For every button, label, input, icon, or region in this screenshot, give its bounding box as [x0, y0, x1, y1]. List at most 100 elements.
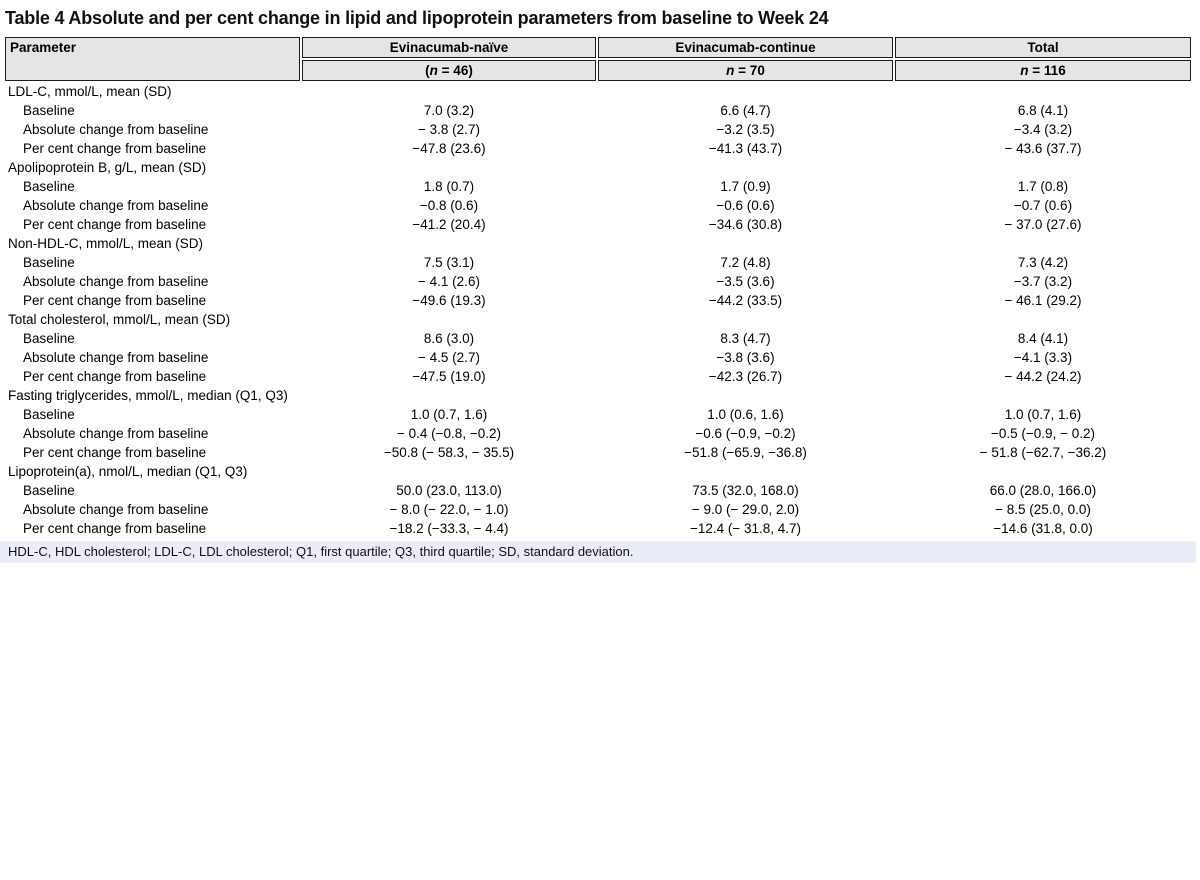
value-cell: −0.5 (−0.9, − 0.2) [991, 426, 1095, 441]
value-cell: −0.6 (0.6) [716, 198, 775, 213]
value-cell: 6.6 (4.7) [720, 103, 771, 118]
n-value: = 116 [1028, 63, 1066, 78]
empty-cell [302, 311, 596, 328]
table-row: Baseline 7.0 (3.2) 6.6 (4.7) 6.8 (4.1) [5, 102, 1191, 119]
value-cell: 7.5 (3.1) [423, 255, 475, 270]
table-row: Baseline 7.5 (3.1) 7.2 (4.8) 7.3 (4.2) [5, 254, 1191, 271]
value-cell: −41.2 (20.4) [412, 217, 486, 232]
n-prefix: ( [425, 63, 430, 78]
value-cell: − 37.0 (27.6) [1004, 217, 1082, 232]
row-label: Absolute change from baseline [23, 350, 209, 365]
empty-cell [895, 311, 1191, 328]
value-cell: 8.3 (4.7) [720, 331, 771, 346]
value-cell: 1.8 (0.7) [423, 179, 475, 194]
value-cell: −3.2 (3.5) [716, 122, 775, 137]
table-row: Baseline 1.0 (0.7, 1.6) 1.0 (0.6, 1.6) 1.0 … [5, 406, 1191, 423]
value-cell: 8.6 (3.0) [423, 331, 475, 346]
table-body: LDL-C, mmol/L, mean (SD) Baseline 7.0 (3.2… [5, 83, 1191, 537]
value-cell: − 3.8 (2.7) [418, 122, 480, 137]
value-cell: −12.4 (− 31.8, 4.7) [689, 521, 802, 536]
row-label: Absolute change from baseline [23, 198, 209, 213]
empty-cell [598, 311, 893, 328]
empty-cell [302, 235, 596, 252]
row-label: Per cent change from baseline [23, 141, 207, 156]
row-label: Absolute change from baseline [23, 502, 209, 517]
value-cell: − 4.5 (2.7) [418, 350, 480, 365]
value-cell: −14.6 (31.8, 0.0) [993, 521, 1093, 536]
header-n-row: (n = 46) n = 70 n = 116 [5, 60, 1191, 81]
row-label: Absolute change from baseline [23, 274, 209, 289]
value-cell: −0.8 (0.6) [419, 198, 479, 213]
value-cell: − 4.1 (2.6) [418, 274, 480, 289]
abbreviations-footnote: HDL-C, HDL cholesterol; LDL-C, LDL chole… [0, 541, 1196, 563]
col-header-evinacumab-naive: Evinacumab-naïve [302, 37, 596, 58]
col-subheader-continue-n: n = 70 [598, 60, 893, 81]
empty-cell [598, 387, 893, 404]
value-cell: −34.6 (30.8) [708, 217, 783, 232]
row-label: Baseline [23, 255, 75, 270]
table-row: Absolute change from baseline − 0.4 (−0.8… [5, 425, 1191, 442]
row-label: Absolute change from baseline [23, 426, 209, 441]
value-cell: −4.1 (3.3) [1013, 350, 1073, 365]
value-cell: − 8.0 (− 22.0, − 1.0) [389, 502, 509, 517]
value-cell: 73.5 (32.0, 168.0) [692, 483, 799, 498]
table-row: Baseline 50.0 (23.0, 113.0) 73.5 (32.0, 16… [5, 482, 1191, 499]
section-header-row: LDL-C, mmol/L, mean (SD) [5, 83, 1191, 100]
empty-cell [895, 83, 1191, 100]
empty-cell [895, 463, 1191, 480]
empty-cell [302, 83, 596, 100]
n-symbol: n [429, 63, 438, 78]
value-cell: 1.0 (0.7, 1.6) [1004, 407, 1082, 422]
section-label: LDL-C, mmol/L, mean (SD) [8, 84, 172, 99]
row-label: Baseline [23, 179, 75, 194]
row-label: Per cent change from baseline [23, 445, 207, 460]
table-row: Absolute change from baseline − 8.0 (− 22… [5, 501, 1191, 518]
section-header-row: Fasting triglycerides, mmol/L, median (Q… [5, 387, 1191, 404]
row-label: Per cent change from baseline [23, 369, 207, 384]
table-row: Per cent change from baseline −18.2 (−33.… [5, 520, 1191, 537]
table-row: Absolute change from baseline − 3.8 (2.7)… [5, 121, 1191, 138]
lipid-parameters-table: Parameter Evinacumab-naïve Evinacumab-co… [3, 35, 1193, 539]
empty-cell [895, 387, 1191, 404]
value-cell: 7.3 (4.2) [1017, 255, 1069, 270]
empty-cell [302, 463, 596, 480]
table-header: Parameter Evinacumab-naïve Evinacumab-co… [5, 37, 1191, 81]
value-cell: 7.2 (4.8) [720, 255, 771, 270]
row-label: Per cent change from baseline [23, 217, 207, 232]
row-label: Per cent change from baseline [23, 293, 207, 308]
header-group-row: Parameter Evinacumab-naïve Evinacumab-co… [5, 37, 1191, 81]
value-cell: 1.7 (0.8) [1017, 179, 1069, 194]
col-header-evinacumab-continue: Evinacumab-continue [598, 37, 893, 58]
table-row: Absolute change from baseline −0.8 (0.6) −… [5, 197, 1191, 214]
table-row: Baseline 1.8 (0.7) 1.7 (0.9) 1.7 (0.8) [5, 178, 1191, 195]
section-header-row: Apolipoprotein B, g/L, mean (SD) [5, 159, 1191, 176]
value-cell: −42.3 (26.7) [708, 369, 783, 384]
table-row: Per cent change from baseline −47.8 (23.6… [5, 140, 1191, 157]
empty-cell [598, 159, 893, 176]
n-value: = 70 [734, 63, 765, 78]
n-symbol: n [726, 63, 735, 78]
section-header-row: Non-HDL-C, mmol/L, mean (SD) [5, 235, 1191, 252]
value-cell: 50.0 (23.0, 113.0) [396, 483, 502, 498]
col-header-parameter: Parameter [5, 37, 300, 81]
section-label: Apolipoprotein B, g/L, mean (SD) [8, 160, 207, 175]
value-cell: −47.8 (23.6) [412, 141, 486, 156]
table-row: Baseline 8.6 (3.0) 8.3 (4.7) 8.4 (4.1) [5, 330, 1191, 347]
value-cell: − 0.4 (−0.8, −0.2) [397, 426, 501, 441]
value-cell: − 44.2 (24.2) [1004, 369, 1082, 384]
table-row: Per cent change from baseline −47.5 (19.0… [5, 368, 1191, 385]
value-cell: −3.5 (3.6) [716, 274, 775, 289]
value-cell: −3.7 (3.2) [1013, 274, 1073, 289]
table-row: Per cent change from baseline −50.8 (− 58… [5, 444, 1191, 461]
empty-cell [302, 387, 596, 404]
value-cell: −3.4 (3.2) [1013, 122, 1073, 137]
section-label: Fasting triglycerides, mmol/L, median (Q… [8, 388, 288, 403]
empty-cell [598, 463, 893, 480]
value-cell: 66.0 (28.0, 166.0) [989, 483, 1097, 498]
n-symbol: n [1020, 63, 1029, 78]
value-cell: −47.5 (19.0) [412, 369, 486, 384]
row-label: Baseline [23, 407, 75, 422]
value-cell: − 43.6 (37.7) [1004, 141, 1082, 156]
value-cell: − 46.1 (29.2) [1004, 293, 1082, 308]
table-row: Absolute change from baseline − 4.1 (2.6)… [5, 273, 1191, 290]
